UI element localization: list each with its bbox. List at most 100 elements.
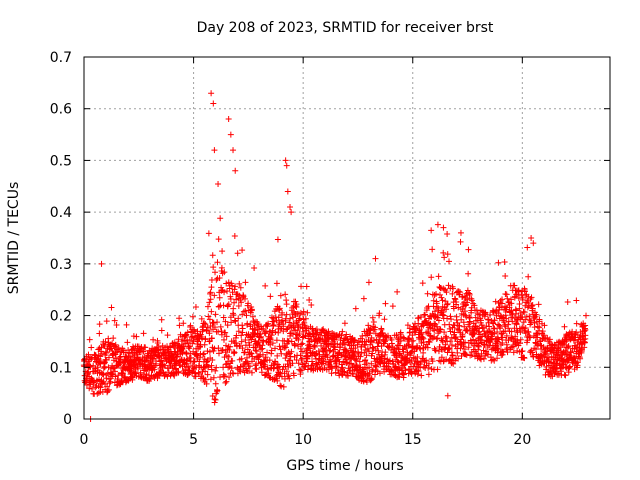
data-point	[509, 335, 516, 342]
data-point	[582, 332, 589, 339]
data-point	[213, 276, 220, 283]
data-point	[394, 335, 401, 342]
data-point	[150, 355, 157, 362]
data-point	[573, 320, 580, 327]
data-point	[503, 332, 510, 339]
data-point	[386, 343, 393, 350]
data-point	[363, 352, 370, 359]
data-point	[565, 369, 572, 376]
x-tick-label: 10	[294, 432, 312, 448]
x-tick-label: 5	[189, 432, 198, 448]
data-point	[231, 299, 238, 306]
data-point	[187, 354, 194, 361]
data-point	[499, 334, 506, 341]
data-point	[272, 345, 279, 352]
data-point	[461, 323, 468, 330]
data-point	[431, 308, 438, 315]
data-point	[376, 310, 383, 317]
data-point	[298, 348, 305, 355]
data-point	[521, 355, 528, 362]
data-point	[455, 304, 462, 311]
y-tick-label: 0.4	[50, 205, 72, 221]
data-point	[341, 335, 348, 342]
data-point	[505, 325, 512, 332]
data-point	[270, 315, 277, 322]
data-point	[221, 289, 228, 296]
data-point	[524, 304, 531, 311]
data-point	[212, 380, 219, 387]
data-point	[444, 315, 451, 322]
data-point	[505, 337, 512, 344]
data-point	[563, 338, 570, 345]
data-point	[396, 342, 403, 349]
data-point	[421, 312, 428, 319]
data-point	[211, 396, 218, 403]
data-point	[300, 311, 307, 318]
y-tick-label: 0.5	[50, 153, 72, 169]
data-point	[302, 323, 309, 330]
data-point	[583, 312, 590, 319]
data-point	[251, 355, 258, 362]
data-point	[458, 316, 465, 323]
y-axis-label: SRMTID / TECUs	[6, 182, 22, 295]
data-point	[221, 269, 228, 276]
data-point	[494, 355, 501, 362]
data-point	[499, 348, 506, 355]
data-point	[446, 258, 453, 265]
data-point	[297, 367, 304, 374]
data-point	[283, 326, 290, 333]
data-point	[258, 333, 265, 340]
data-point	[400, 348, 407, 355]
data-point	[222, 379, 229, 386]
data-point	[412, 329, 419, 336]
data-point	[96, 321, 103, 328]
data-point	[420, 322, 427, 329]
data-point	[298, 366, 305, 373]
data-point	[279, 366, 286, 373]
data-point	[465, 246, 472, 253]
data-point	[526, 316, 533, 323]
data-point	[186, 337, 193, 344]
data-point	[291, 353, 298, 360]
data-point	[450, 285, 457, 292]
y-tick-label: 0.7	[50, 50, 72, 66]
data-point	[265, 320, 272, 327]
data-point	[505, 299, 512, 306]
data-point	[115, 362, 122, 369]
data-point	[443, 289, 450, 296]
data-point	[212, 311, 219, 318]
data-point	[99, 380, 106, 387]
data-point	[168, 351, 175, 358]
data-point	[207, 289, 214, 296]
data-point	[373, 363, 380, 370]
data-point	[438, 294, 445, 301]
data-point	[210, 264, 217, 271]
data-point	[347, 355, 354, 362]
data-point	[448, 342, 455, 349]
data-point	[101, 342, 108, 349]
data-point	[87, 363, 94, 370]
data-point	[400, 334, 407, 341]
data-point	[567, 352, 574, 359]
data-point	[303, 283, 310, 290]
data-point	[513, 307, 520, 314]
data-point	[220, 371, 227, 378]
data-point	[285, 372, 292, 379]
data-point	[573, 297, 580, 304]
data-point	[131, 369, 138, 376]
data-point	[200, 350, 207, 357]
data-point	[365, 279, 372, 286]
x-tick-label: 20	[513, 432, 531, 448]
data-point	[104, 383, 111, 390]
data-point	[382, 349, 389, 356]
data-point	[234, 250, 241, 257]
data-point	[528, 294, 535, 301]
data-point	[430, 297, 437, 304]
data-point	[564, 344, 571, 351]
data-point	[414, 371, 421, 378]
data-point	[208, 308, 215, 315]
data-point	[246, 363, 253, 370]
data-point	[444, 251, 451, 258]
data-point	[180, 320, 187, 327]
data-point	[299, 340, 306, 347]
